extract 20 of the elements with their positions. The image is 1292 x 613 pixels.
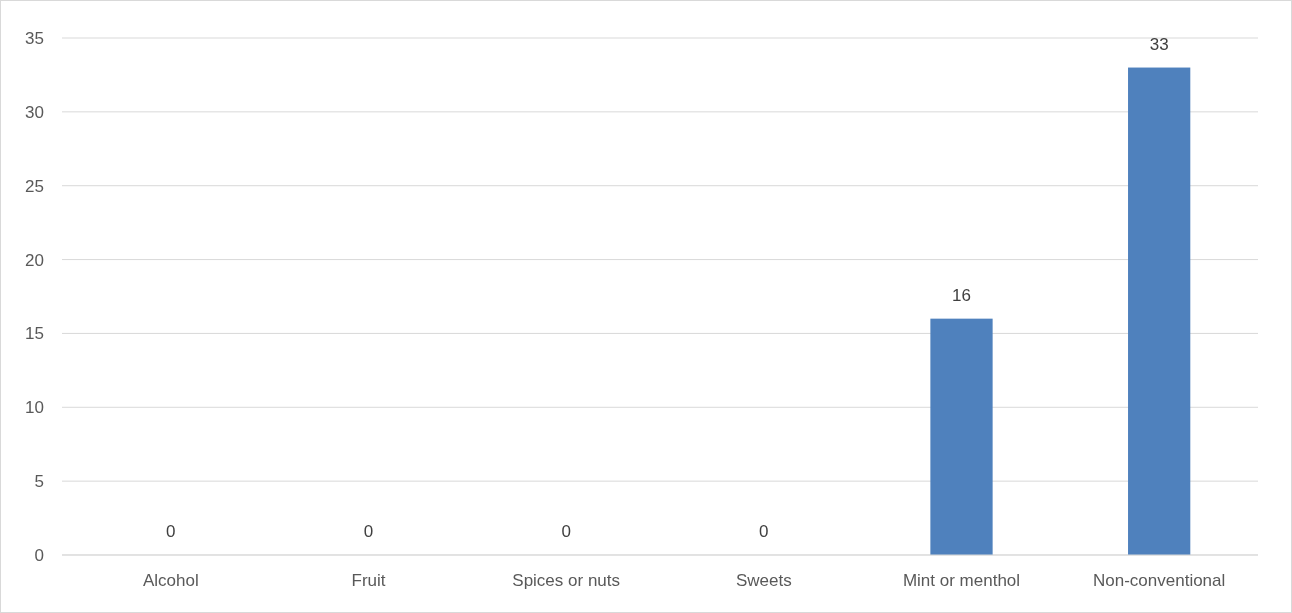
data-label: 0 (561, 522, 571, 541)
data-label: 33 (1149, 34, 1169, 54)
x-tick-label: Spices or nuts (512, 571, 621, 590)
y-tick-label: 20 (25, 250, 44, 270)
y-tick-label: 30 (25, 102, 44, 122)
y-tick-label: 0 (34, 545, 44, 565)
data-label: 0 (166, 522, 176, 541)
y-tick-label: 25 (25, 176, 44, 196)
y-tick-label: 10 (25, 398, 44, 418)
y-tick-label: 35 (25, 28, 44, 48)
x-tick-label: Non-conventional (1093, 571, 1226, 590)
y-tick-label: 5 (34, 472, 44, 492)
data-label: 0 (363, 522, 374, 541)
x-tick-label: Alcohol (142, 571, 199, 590)
data-label: 16 (952, 285, 971, 305)
x-tick-label: Fruit (351, 571, 386, 590)
x-tick-label: Sweets (735, 571, 792, 590)
data-label: 0 (759, 522, 769, 541)
y-tick-label: 15 (25, 324, 44, 344)
x-tick-label: Mint or menthol (902, 571, 1021, 590)
